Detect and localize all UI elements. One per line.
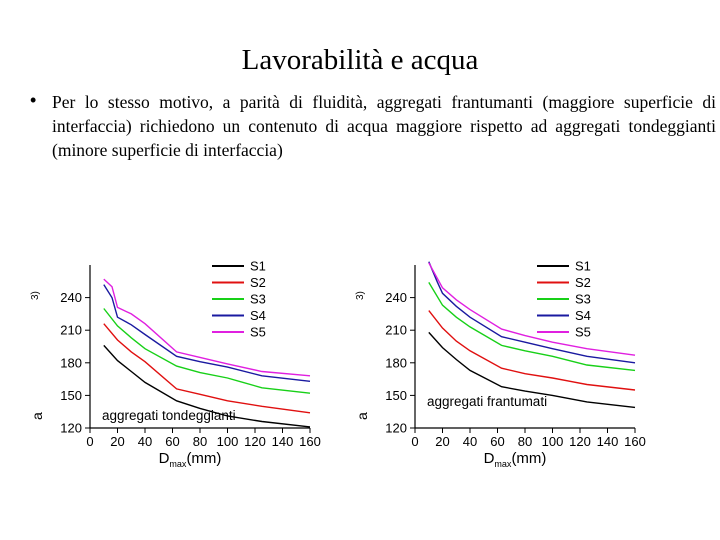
y-tick-label: 120 [60,421,82,436]
y-tick-label: 210 [60,323,82,338]
series-line-s4 [103,284,311,382]
x-tick-label: 0 [86,434,93,449]
x-axis-label: Dmax(mm) [484,450,547,469]
y-tick-label: 180 [385,355,407,370]
series-line-s3 [103,308,311,394]
bullet-marker: • [30,90,37,110]
x-tick-label: 160 [299,434,321,449]
x-tick-label: 80 [193,434,207,449]
legend-label-s2: S2 [250,275,266,290]
x-tick-label: 80 [518,434,532,449]
legend-label-s4: S4 [250,308,266,323]
series-line-s1 [103,344,311,428]
series-line-s5 [428,262,636,356]
slide-title: Lavorabilità e acqua [241,44,479,76]
legend-label-s2: S2 [575,275,591,290]
x-tick-label: 160 [624,434,646,449]
chart-annotation: aggregati tondeggianti [102,408,236,423]
x-tick-label: 20 [110,434,124,449]
series-line-s2 [103,323,311,414]
y-tick-label: 240 [60,290,82,305]
series-line-s5 [103,278,311,377]
y-tick-label: 210 [385,323,407,338]
x-tick-label: 20 [435,434,449,449]
series-line-s2 [428,310,636,391]
legend-label-s1: S1 [250,259,266,274]
x-tick-label: 100 [217,434,239,449]
y-axis-label-fragment: 3) [30,291,41,300]
y-axis-label-fragment-lower: a [29,412,45,420]
x-tick-label: 120 [569,434,591,449]
y-tick-label: 240 [385,290,407,305]
legend-label-s3: S3 [250,292,266,307]
y-tick-label: 180 [60,355,82,370]
legend-label-s4: S4 [575,308,591,323]
chart-aggregati-frantumati: 120 150 180 210 240 0 20 40 60 80 100 120 140 160 Dmax… [354,259,646,470]
chart-annotation: aggregati frantumati [427,394,547,409]
x-tick-label: 40 [463,434,477,449]
x-tick-label: 140 [597,434,619,449]
y-tick-label: 150 [385,388,407,403]
chart-aggregati-tondeggianti: 120 150 180 210 240 0 20 40 60 80 100 120 140 160 Dmax… [29,259,321,470]
series-line-s3 [428,282,636,372]
x-tick-label: 40 [138,434,152,449]
y-tick-label: 120 [385,421,407,436]
legend-label-s3: S3 [575,292,591,307]
legend-label-s5: S5 [575,325,591,340]
series-line-s4 [428,261,636,364]
legend-label-s5: S5 [250,325,266,340]
bullet-text: Per lo stesso motivo, a parità di fluidi… [52,92,716,160]
legend-label-s1: S1 [575,259,591,274]
x-tick-label: 120 [244,434,266,449]
y-axis-label-fragment-lower: a [354,412,370,420]
y-axis-label-fragment: 3) [355,291,366,300]
x-tick-label: 140 [272,434,294,449]
x-axis-label: Dmax(mm) [159,450,222,469]
x-tick-label: 60 [490,434,504,449]
y-tick-label: 150 [60,388,82,403]
x-tick-label: 100 [542,434,564,449]
series-line-s1 [428,331,636,409]
x-tick-label: 60 [165,434,179,449]
x-tick-label: 0 [411,434,418,449]
